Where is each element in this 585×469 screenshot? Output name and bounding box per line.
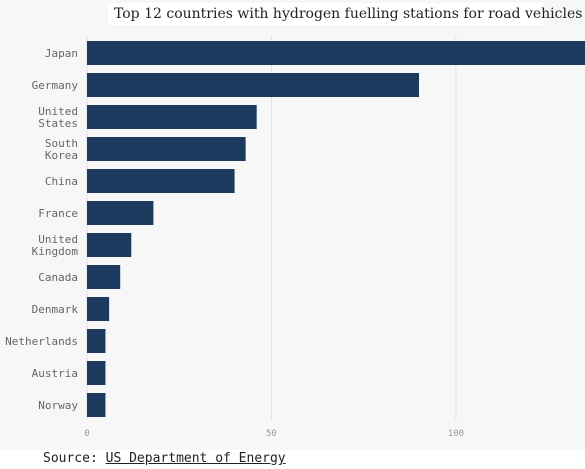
source-link[interactable]: US Department of Energy — [105, 451, 286, 466]
bar-netherlands — [87, 329, 106, 353]
x-tick-label-100: 100 — [448, 429, 464, 439]
source-line: Source: US Department of Energy — [43, 451, 286, 466]
bar-canada — [87, 265, 121, 289]
x-tick-label-0: 0 — [84, 429, 89, 439]
category-label-south-korea: South Korea — [45, 137, 78, 162]
category-label-netherlands: Netherlands — [5, 335, 78, 348]
bars — [87, 41, 585, 417]
source-label: Source: — [43, 451, 98, 466]
x-tick-label-50: 50 — [266, 429, 277, 439]
x-tick-labels: 0 50 100 — [84, 429, 464, 439]
chart-title: Top 12 countries with hydrogen fuelling … — [108, 3, 582, 25]
bar-japan — [87, 41, 585, 65]
category-label-france: France — [38, 207, 78, 220]
plot-area — [87, 36, 585, 420]
bar-austria — [87, 361, 106, 385]
category-label-austria: Austria — [32, 367, 78, 380]
bar-united-kingdom — [87, 233, 132, 257]
footer-band — [0, 450, 585, 469]
bar-norway — [87, 393, 106, 417]
category-labels: Japan Germany United States South Korea China F… — [5, 47, 78, 412]
bar-denmark — [87, 297, 110, 321]
gridlines — [86, 36, 585, 420]
category-label-china: China — [45, 175, 78, 188]
bar-south-korea — [87, 137, 246, 161]
category-label-united-states: United States — [38, 105, 78, 130]
category-label-denmark: Denmark — [32, 303, 79, 316]
bar-china — [87, 169, 235, 193]
category-label-japan: Japan — [45, 47, 78, 60]
category-label-norway: Norway — [38, 399, 78, 412]
category-label-canada: Canada — [38, 271, 78, 284]
category-label-germany: Germany — [32, 79, 79, 92]
bar-united-states — [87, 105, 257, 129]
bar-germany — [87, 73, 419, 97]
bar-france — [87, 201, 154, 225]
category-label-united-kingdom: United Kingdom — [32, 233, 79, 258]
